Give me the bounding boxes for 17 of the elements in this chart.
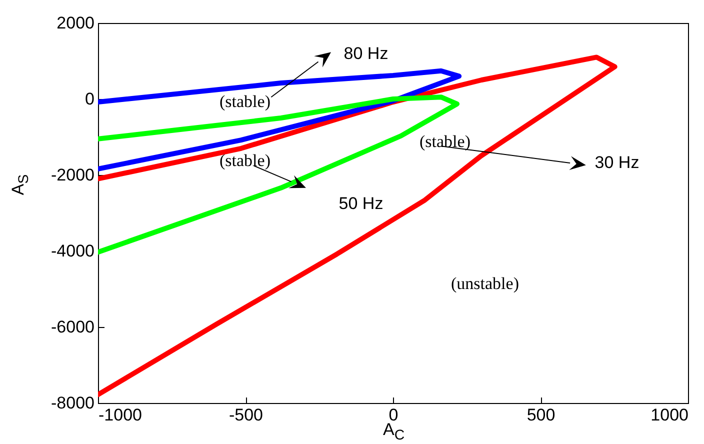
annotation: 30 Hz [594,153,640,173]
annotation: (unstable) [451,274,519,294]
annotation: 50 Hz [338,194,384,214]
x-tick-label: -1000 [98,406,142,424]
y-tick-label: -4000 [51,242,94,260]
annotation: (stable) [420,132,470,152]
x-tick-label: 1000 [650,406,688,424]
y-tick-label: 0 [85,90,94,108]
x-tick-label: 500 [526,406,556,424]
annotation: (stable) [220,92,270,112]
y-tick-label: -8000 [51,394,94,412]
x-tick-label: -500 [228,406,264,424]
y-tick-label: -6000 [51,318,94,336]
annotation: (stable) [220,151,270,171]
y-tick-label: -2000 [51,166,94,184]
y-tick-label: 2000 [56,14,94,32]
annotation: 80 Hz [344,44,388,64]
